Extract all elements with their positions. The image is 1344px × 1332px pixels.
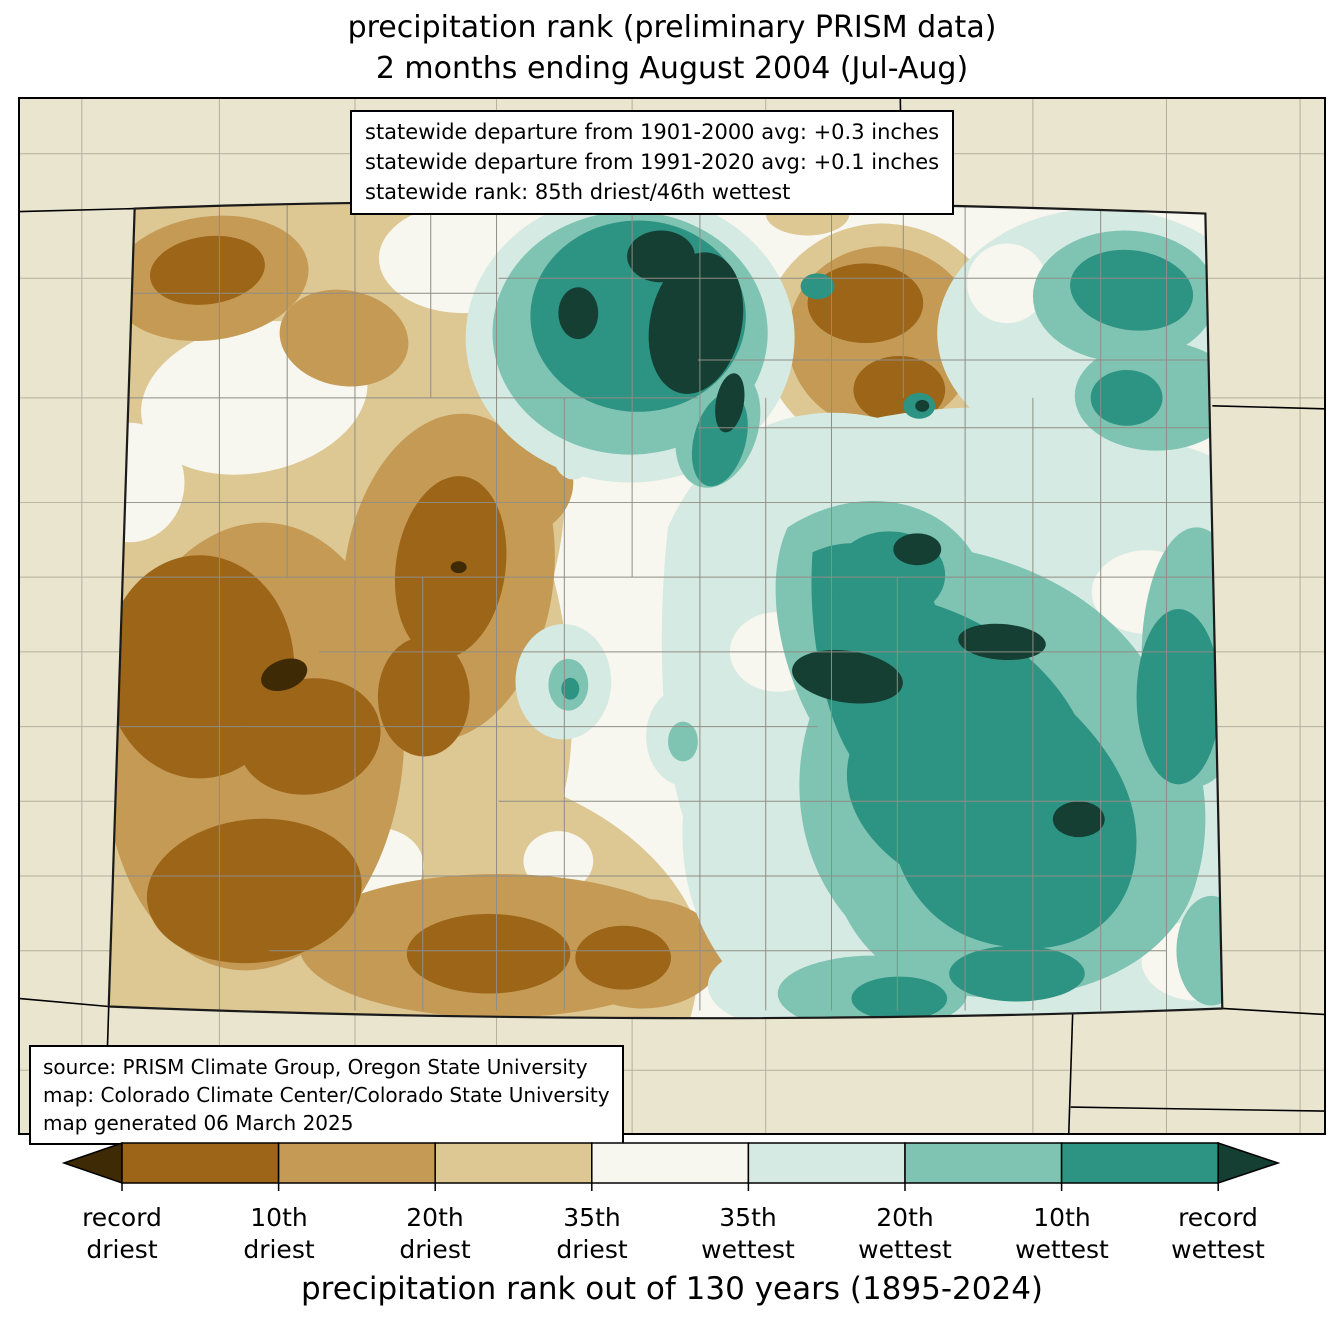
stats-box: statewide departure from 1901-2000 avg: … [350,110,955,216]
colorbar-label-35th-wettest: 35th wettest [701,1203,795,1264]
source-line-3: map generated 06 March 2025 [43,1111,354,1135]
colorbar-label-20th-driest: 20th driest [399,1203,471,1264]
source-box: source: PRISM Climate Group, Oregon Stat… [29,1045,624,1145]
source-line-1: source: PRISM Climate Group, Oregon Stat… [43,1055,588,1079]
wet-record-layer [558,230,1105,838]
map-frame: statewide departure from 1901-2000 avg: … [18,97,1326,1145]
colorbar-ticks [121,1183,1219,1191]
stats-line-1: statewide departure from 1901-2000 avg: … [365,120,940,144]
colorbar-label-10th-wettest: 10th wettest [1015,1203,1109,1264]
source-line-2: map: Colorado Climate Center/Colorado St… [43,1083,610,1107]
colorbar-label-35th-driest: 35th driest [556,1203,628,1264]
stats-line-2: statewide departure from 1991-2020 avg: … [365,149,940,174]
state-fill-layers [108,201,1223,1019]
colorbar-caption: precipitation rank out of 130 years (189… [300,1271,1044,1307]
colorbar-arrow-right [1217,1141,1281,1185]
colorado-precip-map [20,99,1324,1133]
page-title-line1: precipitation rank (preliminary PRISM da… [347,10,997,45]
colorbar-label-20th-wettest: 20th wettest [858,1203,952,1264]
page-title-line2: 2 months ending August 2004 (Jul-Aug) [375,50,969,86]
outside-state-borders [20,99,1324,1133]
colorbar-arrow-left [61,1141,123,1185]
colorbar [61,1141,1281,1191]
county-lines [108,203,1223,1011]
colorbar-labels: record driest 10th driest 20th driest 35… [0,1202,1344,1272]
stats-line-3: statewide rank: 85th driest/46th wettest [365,179,791,204]
colorbar-label-record-driest: record driest [82,1203,162,1264]
colorbar-label-record-wettest: record wettest [1171,1203,1265,1264]
colorbar-label-10th-driest: 10th driest [243,1203,315,1264]
page-title: precipitation rank (preliminary PRISM da… [0,8,1344,89]
